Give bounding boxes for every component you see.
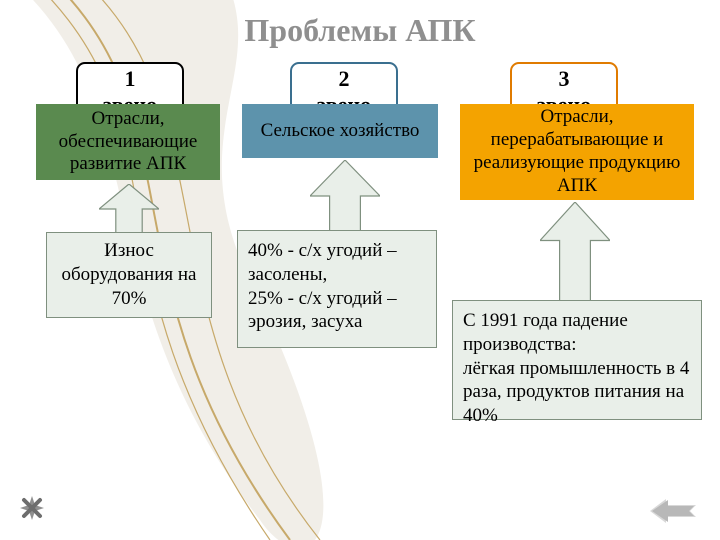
slide-title: Проблемы АПК [0, 12, 720, 49]
branch-box-1: Отрасли, обеспечивающие развитие АПК [36, 104, 220, 180]
problem-box-1: Износ оборудования на 70% [46, 232, 212, 318]
slide: Проблемы АПК 1 звеноОтрасли, обеспечиваю… [0, 0, 720, 540]
up-arrow-1 [99, 184, 159, 234]
problem-box-2: 40% - с/х угодий – засолены,25% - с/х уг… [237, 230, 437, 348]
branch-box-3: Отрасли, перерабатывающие и реализующие … [460, 104, 694, 200]
up-arrow-2 [310, 160, 380, 232]
back-icon[interactable] [650, 496, 696, 526]
close-icon[interactable] [18, 494, 46, 522]
branch-box-2: Сельское хозяйство [242, 104, 438, 158]
up-arrow-3 [540, 202, 610, 302]
problem-box-3: С 1991 года падение производства:лёгкая … [452, 300, 702, 420]
